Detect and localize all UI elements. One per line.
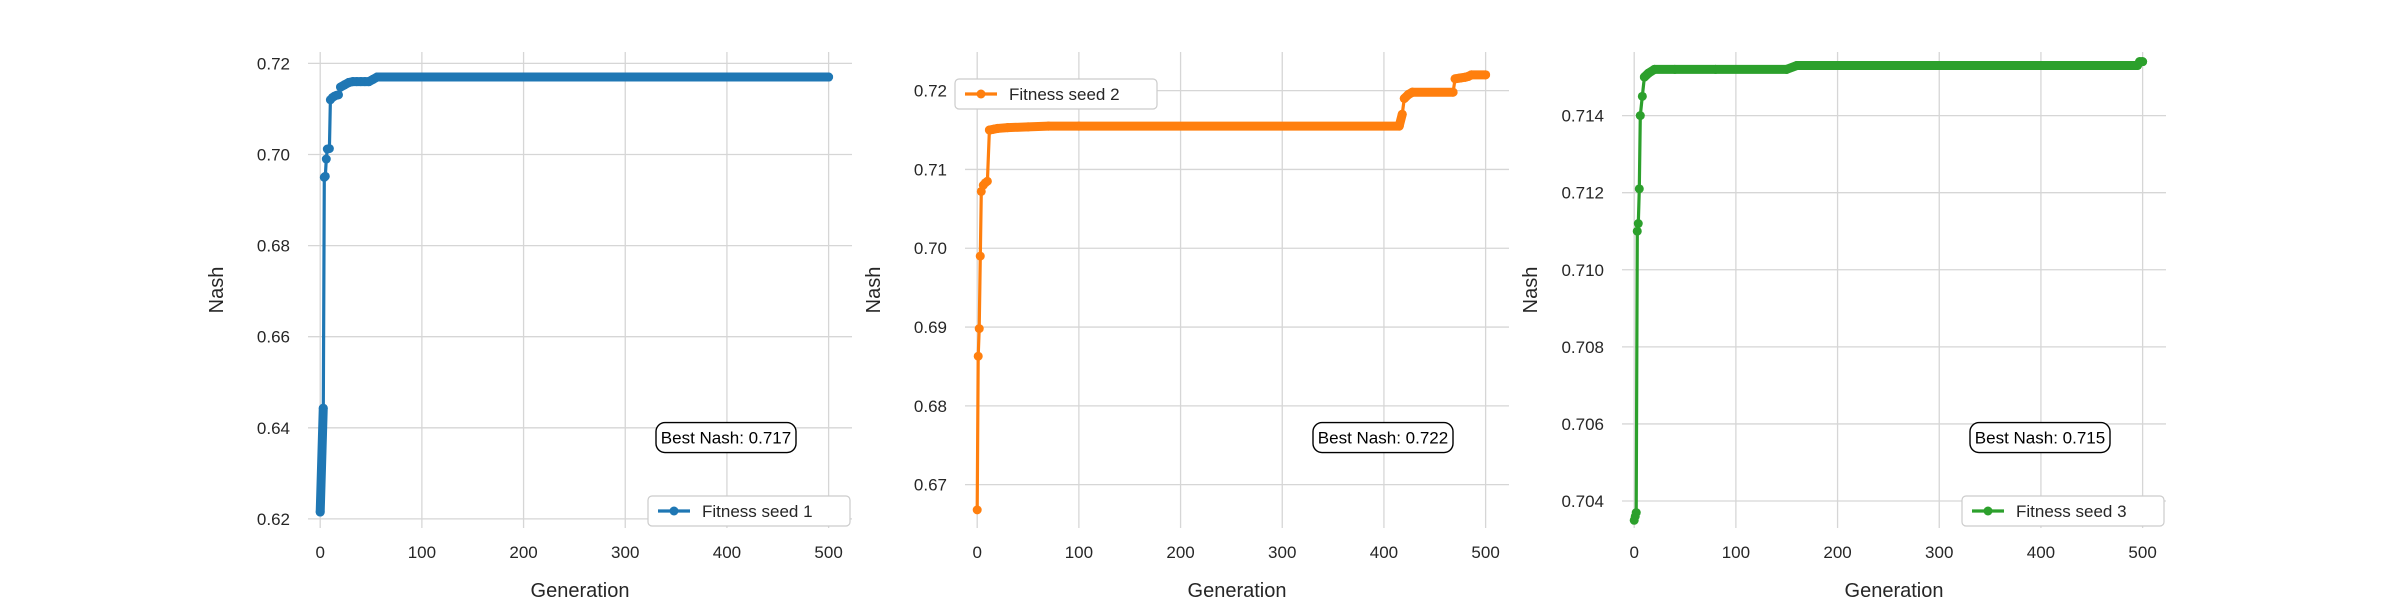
y-tick-label: 0.712	[1561, 184, 1604, 203]
legend-label: Fitness seed 1	[702, 502, 813, 521]
x-tick-label: 0	[315, 543, 324, 562]
x-axis-label: Generation	[531, 580, 630, 600]
x-tick-label: 400	[713, 543, 741, 562]
data-point	[973, 351, 983, 361]
x-tick-label: 400	[1370, 543, 1398, 562]
y-tick-label: 0.708	[1561, 338, 1604, 357]
legend-marker	[669, 506, 679, 516]
y-tick-label: 0.66	[257, 328, 290, 347]
data-point	[975, 251, 985, 261]
y-tick-label: 0.67	[914, 476, 947, 495]
legend-box	[1961, 495, 2165, 527]
x-tick-label: 300	[1925, 543, 1953, 562]
data-point	[334, 90, 344, 100]
best-nash-annotation: Best Nash: 0.715	[1969, 421, 2111, 454]
data-point	[1634, 184, 1644, 194]
legend-label: Fitness seed 3	[2016, 502, 2127, 521]
annotation-box	[1969, 421, 2111, 454]
data-point	[974, 324, 984, 334]
x-tick-label: 200	[1166, 543, 1194, 562]
data-point	[1633, 219, 1643, 229]
y-tick-label: 0.706	[1561, 415, 1604, 434]
annotation-text: Best Nash: 0.717	[661, 429, 791, 448]
legend: Fitness seed 1	[647, 495, 851, 527]
legend-marker	[976, 89, 986, 99]
x-tick-label: 100	[1722, 543, 1750, 562]
marker-run	[315, 403, 328, 517]
data-point	[321, 154, 331, 164]
y-tick-label: 0.72	[914, 82, 947, 101]
marker-run	[1394, 109, 1407, 131]
y-tick-label: 0.710	[1561, 261, 1604, 280]
data-point	[972, 505, 982, 515]
data-point	[1637, 91, 1647, 101]
x-tick-label: 100	[1065, 543, 1093, 562]
annotation-text: Best Nash: 0.722	[1318, 429, 1448, 448]
data-point	[324, 144, 334, 154]
x-tick-label: 100	[408, 543, 436, 562]
x-tick-label: 500	[2128, 543, 2156, 562]
subplot-3: 0 100 200 300 400 500 0.704 0.706 0.708 0.710 0.71…	[1520, 52, 2166, 600]
y-tick-label: 0.70	[257, 145, 290, 164]
x-tick-label: 300	[1268, 543, 1296, 562]
x-tick-label: 0	[972, 543, 981, 562]
y-tick-label: 0.70	[914, 239, 947, 258]
subplot-2: 0 100 200 300 400 500 0.67 0.68 0.69 0.70 0.71 0.72…	[863, 52, 1509, 600]
y-tick-label: 0.64	[257, 419, 290, 438]
x-tick-label: 400	[2027, 543, 2055, 562]
x-axis-label: Generation	[1845, 580, 1944, 600]
data-point	[1631, 508, 1641, 518]
x-tick-label: 500	[1471, 543, 1499, 562]
subplot-1: 0 100 200 300 400 500 0.62 0.64 0.66 0.68 0.70 0.72…	[206, 52, 852, 600]
legend-box	[647, 495, 851, 527]
annotation-box	[655, 421, 797, 454]
legend: Fitness seed 2	[954, 78, 1158, 110]
annotation-box	[1312, 421, 1454, 454]
y-tick-label: 0.72	[257, 54, 290, 73]
y-tick-label: 0.704	[1561, 492, 1604, 511]
y-axis-label: Nash	[206, 267, 228, 314]
x-tick-label: 300	[611, 543, 639, 562]
y-axis-label: Nash	[1520, 267, 1542, 314]
y-tick-label: 0.71	[914, 160, 947, 179]
data-point	[1632, 226, 1642, 236]
legend-label: Fitness seed 2	[1009, 85, 1120, 104]
x-axis-label: Generation	[1188, 580, 1287, 600]
x-tick-label: 200	[1823, 543, 1851, 562]
y-tick-label: 0.69	[914, 318, 947, 337]
x-tick-label: 200	[509, 543, 537, 562]
annotation-text: Best Nash: 0.715	[1975, 429, 2105, 448]
data-point	[982, 176, 992, 186]
y-tick-label: 0.714	[1561, 107, 1604, 126]
best-nash-annotation: Best Nash: 0.722	[1312, 421, 1454, 454]
y-axis-label: Nash	[863, 267, 885, 314]
y-tick-label: 0.68	[257, 237, 290, 256]
y-tick-label: 0.62	[257, 510, 290, 529]
x-tick-label: 0	[1629, 543, 1638, 562]
legend: Fitness seed 3	[1961, 495, 2165, 527]
best-nash-annotation: Best Nash: 0.717	[655, 421, 797, 454]
legend-marker	[1983, 506, 1993, 516]
y-tick-label: 0.68	[914, 397, 947, 416]
x-tick-label: 500	[814, 543, 842, 562]
legend-box	[954, 78, 1158, 110]
data-point	[1635, 111, 1645, 121]
data-point	[320, 171, 330, 181]
